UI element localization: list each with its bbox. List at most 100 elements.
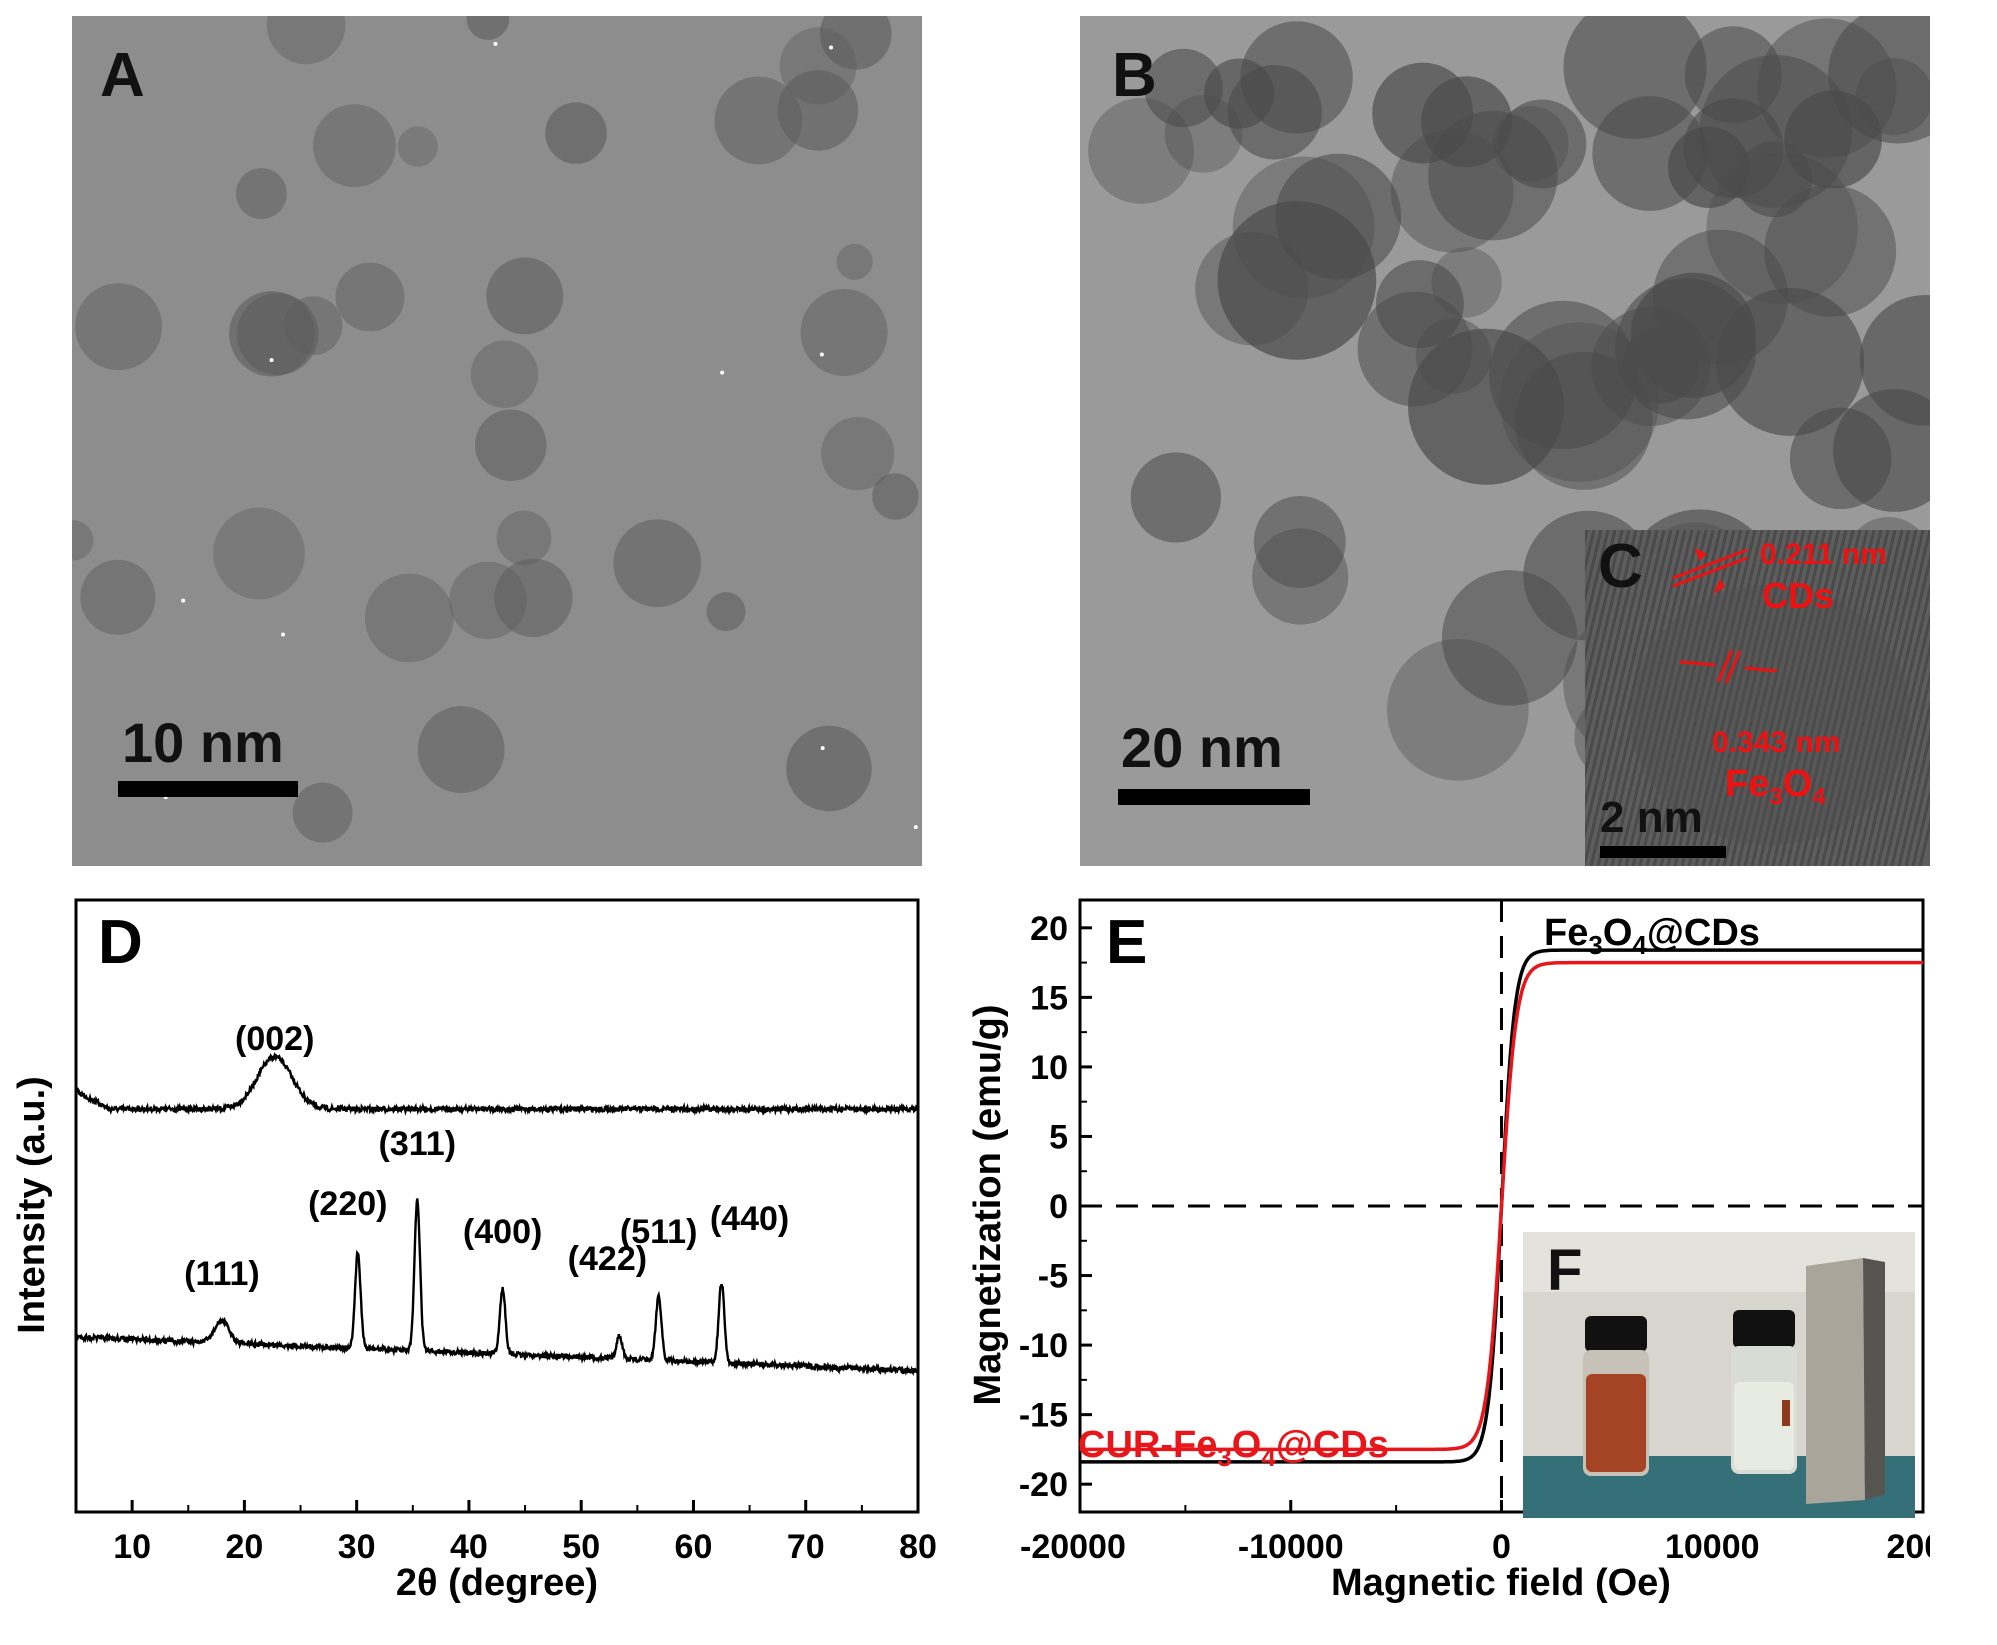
scale-label-a: 10 nm: [122, 711, 284, 774]
magnetization-chart: -20000 -10000 0 10000 20000 -20 -15 -10 -5 0 5 10 15…: [967, 898, 1930, 1604]
fringe-marker-line-2: [1672, 556, 1748, 588]
y-axis-label: Magnetization (emu/g): [967, 1004, 1009, 1405]
nanoparticle: [397, 126, 438, 167]
nanoparticle: [1195, 231, 1309, 346]
lattice-spacing-1: 0.211 nm: [1760, 538, 1887, 571]
nanoparticle: [1736, 141, 1813, 218]
nanoparticle: [1144, 48, 1223, 128]
nanoparticle: [486, 257, 564, 335]
nanoparticle: [1764, 184, 1897, 317]
nanoparticle: [1441, 570, 1578, 706]
lattice-label-cds: CDs: [1762, 575, 1835, 616]
nanoparticle: [545, 102, 607, 164]
peak-label: (220): [308, 1185, 387, 1223]
lattice-fringes-c: [1585, 530, 1930, 866]
plot-frame: [74, 898, 920, 1514]
nanoparticle: [821, 417, 895, 491]
nanoparticle: [1386, 639, 1529, 781]
tem-image-b: [1080, 16, 1930, 866]
nanoparticle: [706, 592, 746, 632]
nanoparticle: [613, 519, 702, 608]
x-tick-label: -20000: [1020, 1528, 1126, 1566]
arrow-line: [1744, 666, 1778, 673]
nanoparticle: [777, 70, 859, 151]
nanoparticle: [872, 473, 919, 520]
x-tick-label: 20000: [1886, 1528, 1930, 1566]
nanoparticle: [836, 243, 873, 280]
tem-particles-b: [1080, 16, 1930, 866]
scale-bar-b: [1118, 789, 1310, 805]
nanoparticle: [1375, 260, 1464, 349]
panel-label-d: D: [98, 908, 143, 977]
x-tick-label: 10: [113, 1528, 151, 1566]
nanoparticle: [1253, 495, 1346, 588]
x-tick-label: 30: [338, 1528, 376, 1566]
nanoparticle: [1667, 126, 1750, 208]
x-tick-label: -10000: [1238, 1528, 1344, 1566]
scale-label-b: 20 nm: [1121, 716, 1283, 779]
nanoparticle: [1630, 272, 1756, 398]
series-label: Fe3O4@CDs: [1544, 912, 1760, 960]
panel-label-a: A: [100, 41, 145, 110]
xrd-traces: [74, 1051, 920, 1377]
y-tick-label: 10: [1030, 1049, 1068, 1087]
nanoparticle: [1372, 62, 1474, 164]
x-tick-label: 40: [450, 1528, 488, 1566]
fringe-marker-line-1: [1672, 548, 1748, 580]
nanoparticle: [229, 291, 315, 377]
arrow-icon: [1713, 579, 1725, 594]
scale-bar-a: [118, 781, 298, 797]
hysteresis-curves: [1080, 948, 1923, 1464]
y-tick-label: 0: [1049, 1188, 1068, 1226]
nanoparticle: [1757, 18, 1897, 158]
peak-labels: (002) (111) (220) (311) (400) (422)(511) (440): [184, 1020, 789, 1293]
peak-label: (311): [379, 1125, 457, 1163]
fringe-marker-line-3: [1716, 649, 1734, 683]
nanoparticle: [1591, 306, 1711, 426]
nanoparticle: [80, 559, 156, 635]
magnetization-curve: [1080, 960, 1923, 1452]
nanoparticle: [1489, 300, 1638, 450]
nanoparticle: [786, 725, 872, 812]
arrow-icon: [1695, 548, 1707, 561]
series-label: CUR-Fe3O4@CDs: [1078, 1424, 1389, 1472]
x-tick-label: 50: [562, 1528, 600, 1566]
arrow-line: [1679, 660, 1716, 667]
nanoparticle: [1130, 452, 1221, 543]
y-axis-label: Intensity (a.u.): [11, 1076, 53, 1334]
lattice-label-fe3o4: Fe3O4: [1725, 763, 1826, 811]
tem-particles-a: [72, 16, 919, 843]
x-tick-label: 60: [675, 1528, 713, 1566]
axis-ticks: -20000 -10000 0 10000 20000 -20 -15 -10 -5 0 5 10 15…: [1019, 910, 1930, 1566]
x-tick-label: 70: [787, 1528, 825, 1566]
y-tick-label: -10: [1019, 1327, 1068, 1365]
vial-1-liquid: [1586, 1374, 1646, 1472]
scale-bar-c: [1600, 846, 1726, 858]
attracted-particles: [1782, 1400, 1790, 1426]
nanoparticle: [235, 168, 287, 220]
scale-label-c: 2 nm: [1600, 793, 1703, 842]
series-labels: Fe3O4@CDs CUR-Fe3O4@CDs: [1078, 912, 1760, 1472]
nanoparticle: [470, 340, 539, 408]
xrd-trace-cds: [74, 1051, 920, 1116]
x-axis-ticks: 10 20 30 40 50 60 70 80: [75, 1500, 937, 1566]
nanoparticle: [494, 558, 573, 637]
nanoparticle: [312, 104, 396, 188]
x-axis-label: Magnetic field (Oe): [1331, 1562, 1671, 1604]
lattice-spacing-2: 0.343 nm: [1712, 726, 1841, 759]
xrd-chart: 10 20 30 40 50 60 70 80 (002) (111) (220) (311) (40…: [11, 898, 937, 1604]
y-tick-label: -15: [1019, 1397, 1068, 1435]
x-tick-label: 0: [1492, 1528, 1511, 1566]
nanoparticle: [800, 288, 888, 376]
peak-label: (002): [235, 1020, 314, 1058]
nanoparticle: [335, 262, 405, 332]
nanoparticle: [364, 573, 454, 663]
nanoparticle: [466, 16, 510, 40]
nanoparticle: [475, 409, 547, 481]
peak-label: (422): [568, 1240, 647, 1278]
nanoparticle: [449, 561, 527, 640]
peak-label: (440): [710, 1200, 789, 1238]
vial-2-liquid: [1734, 1382, 1794, 1470]
panel-label-e: E: [1106, 908, 1147, 977]
y-tick-label: -5: [1038, 1258, 1068, 1296]
